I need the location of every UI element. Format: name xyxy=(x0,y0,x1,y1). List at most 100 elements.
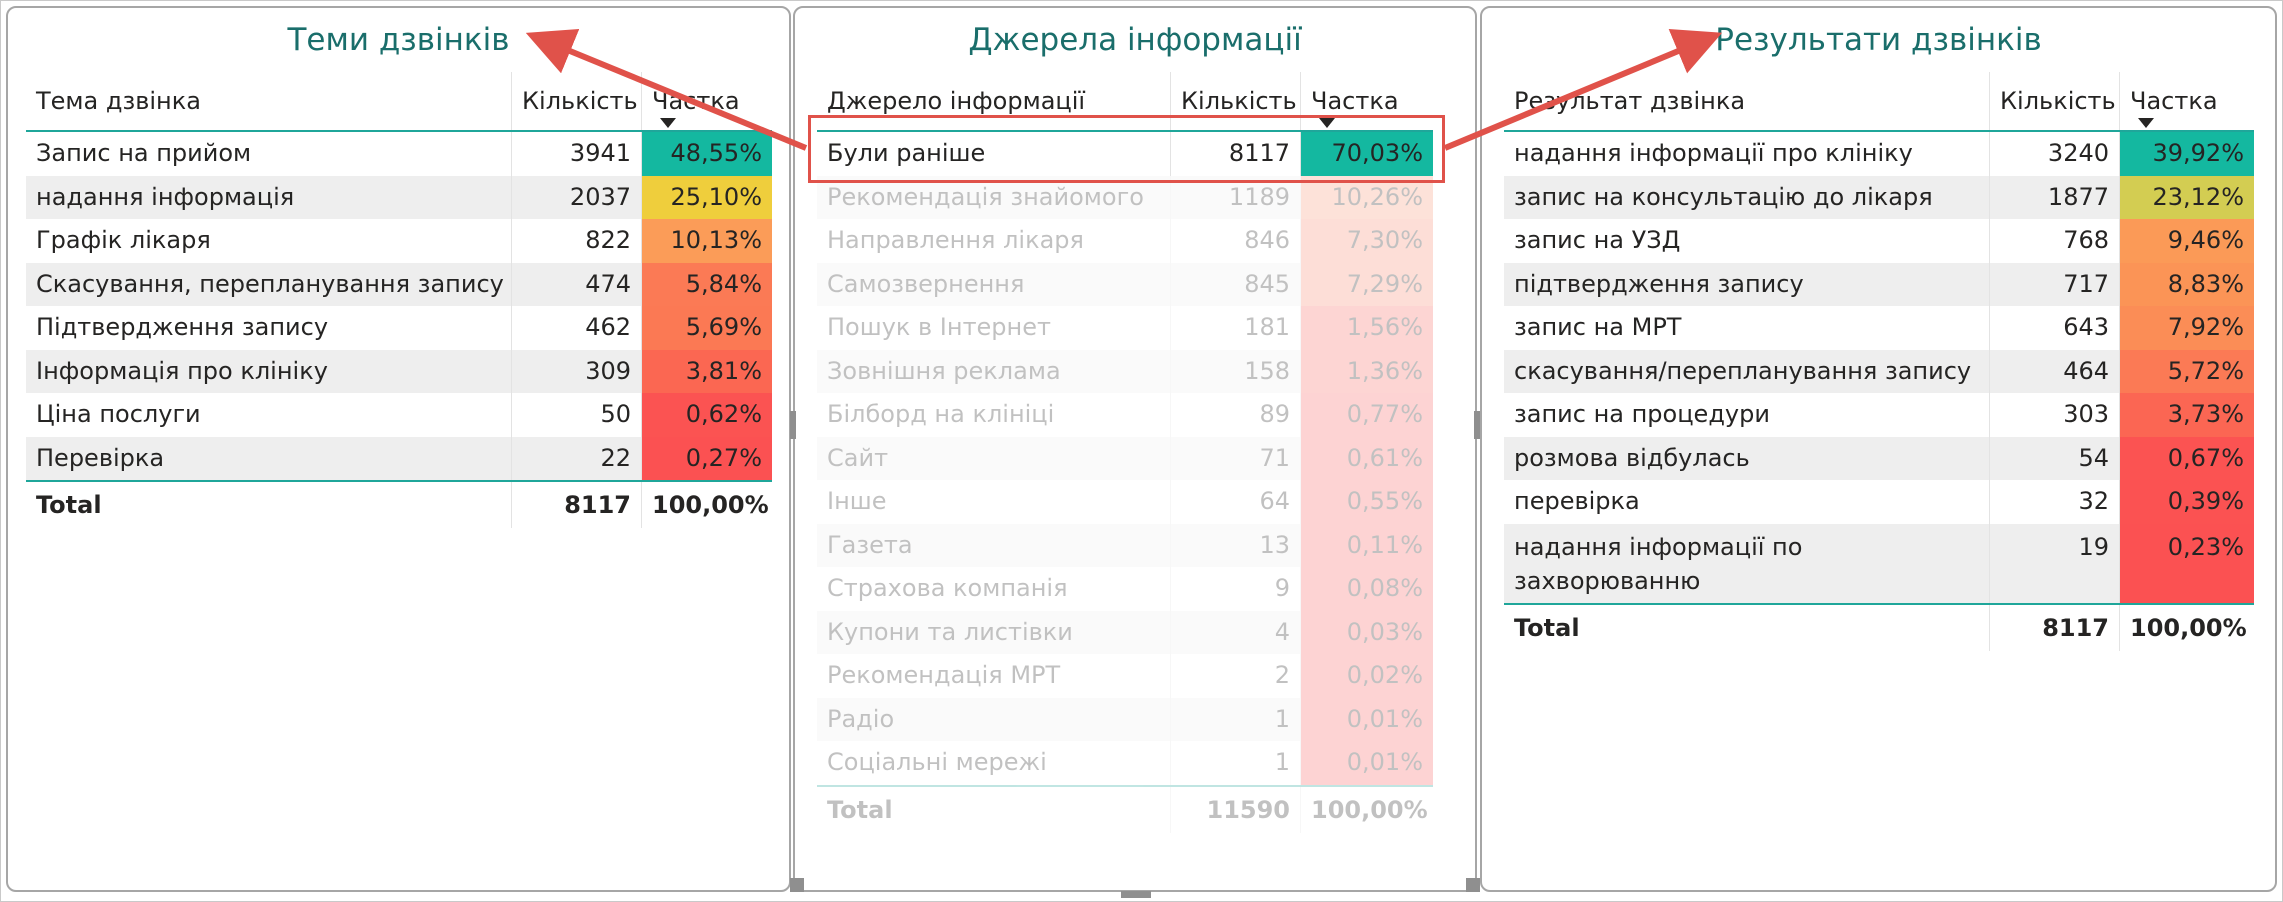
resize-handle-right[interactable] xyxy=(1474,411,1480,439)
table-total-row: Total 8117 100,00% xyxy=(26,480,772,528)
table-row[interactable]: Підтвердження запису 462 5,69% xyxy=(26,306,772,350)
column-header-share[interactable]: Частка xyxy=(2120,72,2254,130)
row-count: 22 xyxy=(512,436,642,480)
resize-handle-bottom[interactable] xyxy=(1121,891,1151,898)
row-label: запис на МРТ xyxy=(1504,306,1990,350)
table-row[interactable]: запис на консультацію до лікаря 1877 23,12… xyxy=(1504,175,2254,219)
row-label: надання інформації про клініку xyxy=(1504,132,1990,176)
row-count: 9 xyxy=(1171,567,1301,611)
row-label: Підтвердження запису xyxy=(26,306,512,350)
table-row[interactable]: запис на МРТ 643 7,92% xyxy=(1504,306,2254,350)
resize-handle-corner-bottom-right[interactable] xyxy=(1466,878,1480,892)
row-share: 8,83% xyxy=(2120,262,2254,306)
table-row[interactable]: Ціна послуги 50 0,62% xyxy=(26,393,772,437)
row-share: 3,81% xyxy=(642,349,772,393)
table-row[interactable]: Білборд на клініці 89 0,77% xyxy=(817,393,1433,437)
table-row[interactable]: запис на процедури 303 3,73% xyxy=(1504,393,2254,437)
table-row[interactable]: Інше 64 0,55% xyxy=(817,480,1433,524)
table-row[interactable]: надання інформація 2037 25,10% xyxy=(26,175,772,219)
sort-descending-icon xyxy=(1319,118,1335,128)
row-share: 7,29% xyxy=(1301,262,1433,306)
row-share: 0,27% xyxy=(642,436,772,480)
table-row[interactable]: надання інформації про клініку 3240 39,92% xyxy=(1504,132,2254,176)
table-row[interactable]: надання інформації по захворюванню 19 0,23… xyxy=(1504,523,2254,603)
row-share: 0,61% xyxy=(1301,436,1433,480)
total-label: Total xyxy=(26,482,512,528)
row-count: 64 xyxy=(1171,480,1301,524)
table-row[interactable]: Радіо 1 0,01% xyxy=(817,697,1433,741)
row-count: 2 xyxy=(1171,654,1301,698)
table-row[interactable]: Скасування, перепланування запису 474 5,84… xyxy=(26,262,772,306)
column-header-share[interactable]: Частка xyxy=(1301,72,1433,130)
table-row[interactable]: підтвердження запису 717 8,83% xyxy=(1504,262,2254,306)
row-label: Ціна послуги xyxy=(26,393,512,437)
table-row[interactable]: Купони та листівки 4 0,03% xyxy=(817,610,1433,654)
row-count: 158 xyxy=(1171,349,1301,393)
row-share: 0,77% xyxy=(1301,393,1433,437)
table-row[interactable]: перевірка 32 0,39% xyxy=(1504,480,2254,524)
table-row[interactable]: Інформація про клініку 309 3,81% xyxy=(26,349,772,393)
row-label: Соціальні мережі xyxy=(817,741,1171,785)
total-share: 100,00% xyxy=(1311,795,1428,824)
row-count: 464 xyxy=(1990,349,2120,393)
table-row[interactable]: Зовнішня реклама 158 1,36% xyxy=(817,349,1433,393)
row-share: 39,92% xyxy=(2120,132,2254,176)
visual-title: Теми дзвінків xyxy=(287,22,510,58)
row-count: 3240 xyxy=(1990,132,2120,176)
row-label: запис на процедури xyxy=(1504,393,1990,437)
table-row[interactable]: Страхова компанія 9 0,08% xyxy=(817,567,1433,611)
table-row[interactable]: Були раніше 8117 70,03% xyxy=(817,132,1433,176)
row-count: 3941 xyxy=(512,132,642,176)
row-label: Білборд на клініці xyxy=(817,393,1171,437)
row-share: 1,36% xyxy=(1301,349,1433,393)
table-row[interactable]: Графік лікаря 822 10,13% xyxy=(26,219,772,263)
table-row[interactable]: розмова відбулась 54 0,67% xyxy=(1504,436,2254,480)
column-header-source[interactable]: Джерело інформації xyxy=(817,72,1171,130)
table-row[interactable]: скасування/перепланування запису 464 5,72% xyxy=(1504,349,2254,393)
table-row[interactable]: Пошук в Інтернет 181 1,56% xyxy=(817,306,1433,350)
row-label: Були раніше xyxy=(817,132,1171,176)
row-share: 9,46% xyxy=(2120,219,2254,263)
row-count: 1 xyxy=(1171,741,1301,785)
row-count: 71 xyxy=(1171,436,1301,480)
call-results-table: Результат дзвінка Кількість Частка надан… xyxy=(1504,72,2254,651)
row-share: 0,39% xyxy=(2120,480,2254,524)
sort-descending-icon xyxy=(2138,118,2154,128)
column-header-topic[interactable]: Тема дзвінка xyxy=(26,72,512,130)
column-header-count[interactable]: Кількість xyxy=(512,72,642,130)
row-count: 13 xyxy=(1171,523,1301,567)
row-label: Газета xyxy=(817,523,1171,567)
call-results-visual[interactable]: Результати дзвінків Результат дзвінка Кі… xyxy=(1480,6,2277,892)
call-topics-visual[interactable]: Теми дзвінків Тема дзвінка Кількість Час… xyxy=(6,6,791,892)
table-row[interactable]: Перевірка 22 0,27% xyxy=(26,436,772,480)
row-count: 309 xyxy=(512,349,642,393)
row-count: 1 xyxy=(1171,697,1301,741)
table-total-row: Total 8117 100,00% xyxy=(1504,602,2254,651)
column-header-count[interactable]: Кількість xyxy=(1990,72,2120,130)
total-label: Total xyxy=(1504,604,1990,651)
table-row[interactable]: Соціальні мережі 1 0,01% xyxy=(817,741,1433,785)
table-row[interactable]: Сайт 71 0,61% xyxy=(817,436,1433,480)
row-label: запис на консультацію до лікаря xyxy=(1504,175,1990,219)
column-header-count[interactable]: Кількість xyxy=(1171,72,1301,130)
row-share: 0,02% xyxy=(1301,654,1433,698)
row-share: 0,11% xyxy=(1301,523,1433,567)
row-count: 822 xyxy=(512,219,642,263)
row-share: 48,55% xyxy=(642,132,772,176)
table-row[interactable]: Направлення лікаря 846 7,30% xyxy=(817,219,1433,263)
table-row[interactable]: Газета 13 0,11% xyxy=(817,523,1433,567)
row-count: 1189 xyxy=(1171,175,1301,219)
row-share: 70,03% xyxy=(1301,132,1433,176)
row-share: 0,01% xyxy=(1301,741,1433,785)
row-share: 1,56% xyxy=(1301,306,1433,350)
row-share: 0,67% xyxy=(2120,436,2254,480)
table-row[interactable]: Самозвернення 845 7,29% xyxy=(817,262,1433,306)
selected-row-highlight xyxy=(808,115,1445,183)
table-row[interactable]: запис на УЗД 768 9,46% xyxy=(1504,219,2254,263)
table-row[interactable]: Запис на прийом 3941 48,55% xyxy=(26,132,772,176)
row-label: Графік лікаря xyxy=(26,219,512,263)
resize-handle-corner-bottom-left[interactable] xyxy=(790,878,804,892)
row-label: перевірка xyxy=(1504,480,1990,524)
table-row[interactable]: Рекомендація МРТ 2 0,02% xyxy=(817,654,1433,698)
resize-handle-left[interactable] xyxy=(790,411,796,439)
